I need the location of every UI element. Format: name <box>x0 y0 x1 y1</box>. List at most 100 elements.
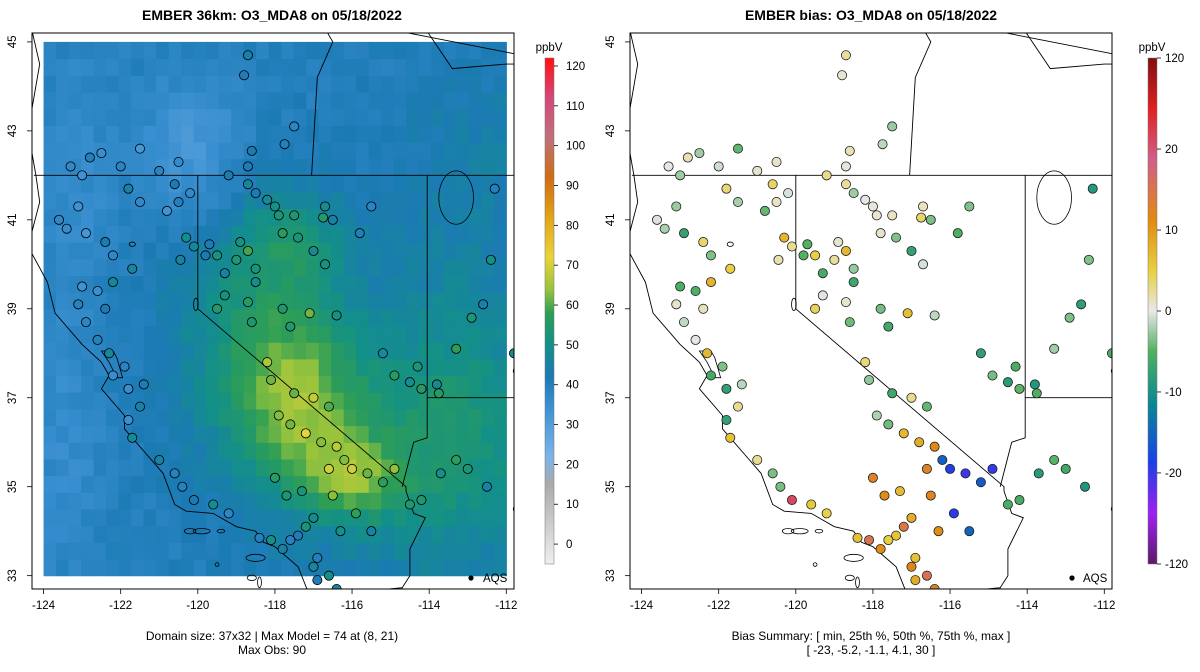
grid-cell <box>243 525 257 543</box>
bias-point <box>786 241 797 252</box>
obs-point <box>123 183 134 194</box>
grid-cell <box>356 492 370 510</box>
grid-cell <box>406 408 420 427</box>
obs-point <box>273 410 284 421</box>
grid-cell <box>393 442 407 460</box>
obs-point <box>404 499 415 510</box>
bias-point <box>929 584 940 589</box>
grid-cell <box>93 558 107 577</box>
grid-cell <box>93 408 107 427</box>
obs-point <box>320 201 331 212</box>
grid-cell <box>281 158 295 176</box>
obs-point <box>289 388 300 399</box>
bias-point <box>929 441 940 452</box>
bias-point <box>675 170 686 181</box>
grid-cell <box>293 408 307 427</box>
grid-cell <box>381 175 395 193</box>
grid-cell <box>118 392 132 410</box>
grid-cell <box>131 492 145 510</box>
grid-cell <box>43 525 57 543</box>
grid-cell <box>218 308 232 327</box>
grid-cell <box>268 292 282 310</box>
grid-cell <box>106 75 120 93</box>
grid-cell <box>193 525 207 543</box>
grid-cell <box>493 108 507 126</box>
obs-point <box>339 455 350 466</box>
grid-cell <box>206 542 220 560</box>
grid-cell <box>343 275 357 293</box>
obs-point <box>312 552 323 563</box>
grid-cell <box>468 392 482 410</box>
grid-cell <box>43 492 57 510</box>
grid-cell <box>343 525 357 543</box>
grid-cell <box>318 141 332 160</box>
grid-cell <box>468 41 482 60</box>
x-tick-label: -116 <box>939 600 961 612</box>
grid-cell <box>68 141 82 160</box>
bias-point <box>875 228 886 239</box>
grid-cell <box>443 292 457 310</box>
grid-cell <box>281 475 295 493</box>
bias-point <box>721 383 732 394</box>
grid-cell <box>456 292 470 310</box>
obs-point <box>53 214 64 225</box>
grid-cell <box>231 308 245 327</box>
bias-point <box>1107 348 1112 359</box>
grid-cell <box>268 41 282 60</box>
bias-point <box>1031 388 1042 399</box>
grid-cell <box>218 342 232 360</box>
grid-cell <box>68 58 82 76</box>
bias-point <box>725 432 736 443</box>
bias-point <box>864 374 875 385</box>
grid-cell <box>331 175 345 193</box>
grid-cell <box>293 342 307 360</box>
grid-cell <box>368 208 382 226</box>
grid-cell <box>368 141 382 160</box>
grid-cell <box>156 392 170 410</box>
grid-cell <box>106 292 120 310</box>
grid-cell <box>381 75 395 93</box>
grid-cell <box>356 75 370 93</box>
grid-cell <box>143 141 157 160</box>
grid-cell <box>443 408 457 427</box>
grid-cell <box>81 375 95 393</box>
obs-point <box>416 383 427 394</box>
grid-cell <box>456 158 470 176</box>
grid-cell <box>343 108 357 126</box>
grid-cell <box>368 492 382 510</box>
x-tick-label: -124 <box>630 600 654 612</box>
grid-cell <box>281 58 295 76</box>
grid-cell <box>393 492 407 510</box>
obs-point <box>181 232 192 243</box>
grid-cell <box>368 325 382 343</box>
grid-cell <box>256 325 270 343</box>
bias-point <box>964 201 975 212</box>
grid-cell <box>456 242 470 260</box>
grid-cell <box>206 41 220 60</box>
grid-cell <box>456 442 470 460</box>
grid-cell <box>331 292 345 310</box>
grid-cell <box>381 208 395 226</box>
grid-cell <box>481 141 495 160</box>
grid-cell <box>131 292 145 310</box>
grid-cell <box>131 525 145 543</box>
grid-cell <box>256 408 270 427</box>
obs-point <box>246 145 257 156</box>
grid-cell <box>406 325 420 343</box>
grid-cell <box>181 358 195 377</box>
bias-point <box>844 145 855 156</box>
grid-cell <box>343 375 357 393</box>
obs-point <box>84 152 95 163</box>
grid-cell <box>218 108 232 126</box>
grid-cell <box>43 125 57 143</box>
grid-cell <box>106 408 120 427</box>
grid-cell <box>281 192 295 210</box>
grid-cell <box>93 58 107 76</box>
grid-cell <box>68 342 82 360</box>
bias-point <box>690 285 701 296</box>
grid-cell <box>443 242 457 260</box>
grid-cell <box>381 408 395 427</box>
grid-cell <box>181 425 195 443</box>
grid-cell <box>43 141 57 160</box>
y-tick-label: 37 <box>7 391 19 404</box>
